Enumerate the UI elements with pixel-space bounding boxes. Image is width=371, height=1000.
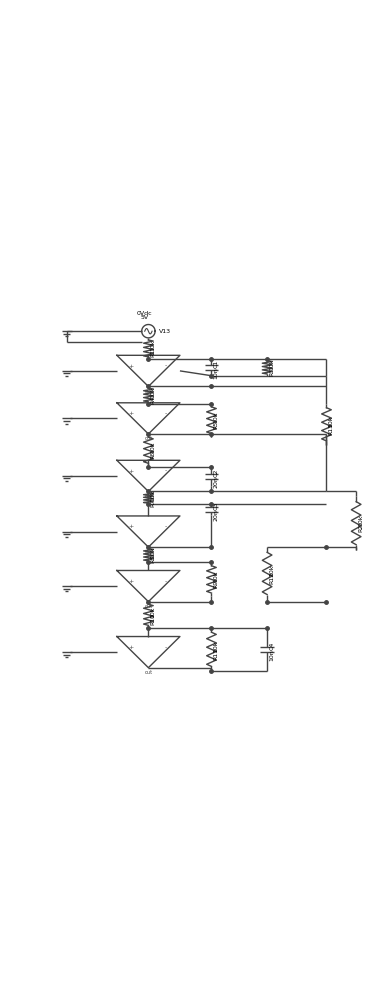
Text: +: + bbox=[128, 579, 134, 584]
Text: R1: R1 bbox=[150, 349, 155, 357]
Text: out: out bbox=[144, 389, 152, 394]
Text: R13: R13 bbox=[328, 423, 333, 435]
Text: 20n: 20n bbox=[214, 509, 219, 521]
Text: R12: R12 bbox=[269, 572, 274, 584]
Text: -: - bbox=[165, 364, 167, 369]
Text: out: out bbox=[144, 604, 152, 609]
Text: 10n: 10n bbox=[269, 649, 274, 661]
Text: -: - bbox=[165, 411, 167, 416]
Text: out: out bbox=[144, 549, 152, 554]
Text: +: + bbox=[128, 645, 134, 650]
Text: 0Vdc: 0Vdc bbox=[137, 311, 152, 316]
Text: +: + bbox=[128, 364, 134, 369]
Text: C1: C1 bbox=[214, 360, 219, 368]
Text: R6: R6 bbox=[150, 451, 155, 459]
Text: R7: R7 bbox=[150, 498, 155, 507]
Text: R5: R5 bbox=[213, 421, 218, 429]
Text: +: + bbox=[128, 524, 134, 529]
Text: out: out bbox=[144, 670, 152, 675]
Text: 10k: 10k bbox=[150, 386, 155, 398]
Text: -: - bbox=[165, 579, 167, 584]
Text: R10: R10 bbox=[150, 613, 155, 625]
Text: R11: R11 bbox=[213, 648, 218, 660]
Text: out: out bbox=[144, 436, 152, 441]
Text: C3: C3 bbox=[214, 502, 219, 510]
Text: R9: R9 bbox=[213, 580, 218, 588]
Text: 10k: 10k bbox=[328, 416, 333, 427]
Text: +: + bbox=[128, 411, 134, 416]
Text: 5V: 5V bbox=[141, 315, 149, 320]
Text: 10k: 10k bbox=[150, 606, 155, 618]
Text: C4: C4 bbox=[269, 641, 274, 650]
Text: 10k: 10k bbox=[150, 442, 155, 453]
Text: 10k: 10k bbox=[150, 489, 155, 501]
Text: 10k: 10k bbox=[150, 340, 155, 351]
Text: 10k: 10k bbox=[269, 359, 274, 370]
Text: -: - bbox=[165, 469, 167, 474]
Text: out: out bbox=[144, 494, 152, 499]
Text: 10k: 10k bbox=[213, 571, 218, 582]
Text: R2: R2 bbox=[358, 524, 363, 532]
Text: 10n: 10n bbox=[214, 367, 219, 379]
Text: C2: C2 bbox=[214, 468, 219, 477]
Text: +: + bbox=[128, 469, 134, 474]
Text: V13: V13 bbox=[159, 329, 171, 334]
Text: 10k: 10k bbox=[269, 565, 274, 576]
Text: R3: R3 bbox=[269, 368, 274, 376]
Text: 20n: 20n bbox=[214, 476, 219, 488]
Text: R4: R4 bbox=[150, 395, 155, 404]
Text: 10k: 10k bbox=[213, 412, 218, 423]
Text: -: - bbox=[165, 524, 167, 529]
Text: -: - bbox=[165, 645, 167, 650]
Text: 10k: 10k bbox=[213, 641, 218, 652]
Text: 10k: 10k bbox=[150, 546, 155, 558]
Text: R8: R8 bbox=[150, 555, 155, 563]
Text: 10k: 10k bbox=[358, 514, 363, 526]
